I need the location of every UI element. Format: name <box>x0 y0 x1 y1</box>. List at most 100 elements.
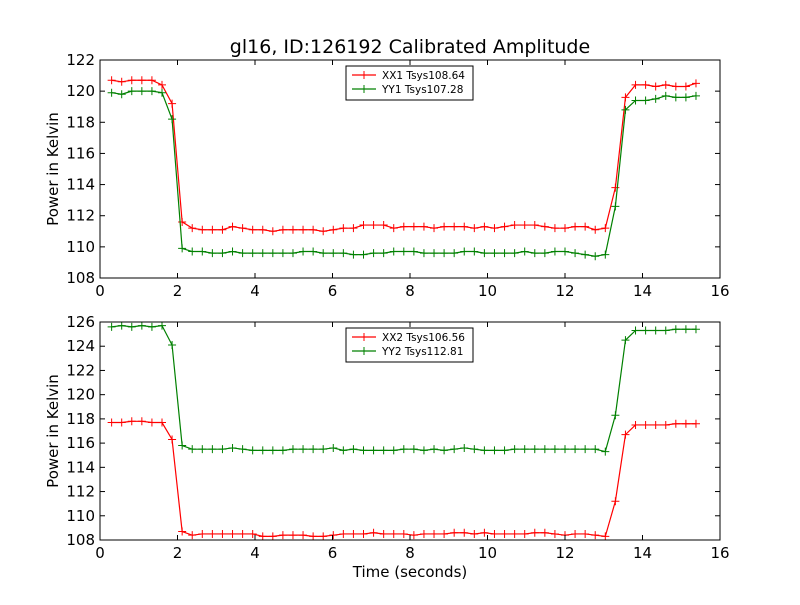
data-point <box>228 529 237 538</box>
data-point <box>389 224 398 233</box>
data-point <box>520 445 529 454</box>
data-point <box>288 225 297 234</box>
data-point <box>218 529 227 538</box>
data-point <box>661 91 670 100</box>
data-point <box>540 528 549 537</box>
plot-area <box>107 76 700 261</box>
data-point <box>581 222 590 231</box>
y-tick-label: 118 <box>66 410 95 428</box>
data-point <box>359 529 368 538</box>
data-point <box>480 446 489 455</box>
data-point <box>258 225 267 234</box>
data-point <box>158 418 166 427</box>
data-point <box>661 420 670 429</box>
data-point <box>127 87 136 96</box>
data-point <box>359 250 368 259</box>
data-point <box>278 446 287 455</box>
data-point <box>460 247 469 256</box>
y-tick-label: 116 <box>66 144 95 162</box>
data-point <box>137 322 146 330</box>
y-tick-label: 108 <box>66 531 95 549</box>
y-tick-label: 116 <box>66 434 95 452</box>
data-point <box>137 76 146 85</box>
data-point <box>691 419 700 428</box>
data-point <box>641 80 650 89</box>
data-point <box>500 222 509 231</box>
data-point <box>117 418 126 427</box>
data-point <box>399 445 408 454</box>
data-point <box>530 249 539 258</box>
data-point <box>107 322 116 331</box>
data-point <box>430 224 439 233</box>
data-point <box>641 326 650 335</box>
data-point <box>339 529 348 538</box>
data-point <box>228 222 237 231</box>
data-point <box>309 532 318 540</box>
data-point <box>661 80 670 89</box>
data-point <box>621 336 630 345</box>
chart-panel-1: 0 2 4 6 8 10 12 14 16 108 110 112 114 116 118 120 122 Pow… <box>44 51 730 300</box>
data-point <box>510 529 519 538</box>
legend-label-2: YY1 Tsys107.28 <box>381 84 463 96</box>
x-tick-label: 16 <box>710 282 729 300</box>
data-point <box>470 529 479 538</box>
data-point <box>591 252 600 261</box>
data-point <box>218 225 227 234</box>
data-point <box>379 249 388 258</box>
data-point <box>339 249 348 258</box>
data-point <box>571 222 580 231</box>
data-point <box>550 445 559 454</box>
data-point <box>440 222 449 231</box>
data-point <box>631 80 640 89</box>
data-point <box>631 420 640 429</box>
data-point <box>369 446 378 455</box>
data-point <box>581 250 590 259</box>
y-tick-label: 108 <box>66 269 95 287</box>
data-point <box>147 322 156 331</box>
data-point <box>369 528 378 537</box>
x-tick-label: 2 <box>173 544 183 562</box>
data-point <box>208 249 217 258</box>
data-point <box>651 94 660 103</box>
data-point <box>379 529 388 538</box>
data-point <box>188 531 197 540</box>
data-point <box>480 222 489 231</box>
data-point <box>691 325 700 334</box>
data-point <box>601 250 610 259</box>
data-point <box>550 529 559 538</box>
data-point <box>268 532 277 540</box>
data-point <box>137 87 146 96</box>
x-tick-label: 6 <box>328 544 338 562</box>
data-point <box>278 225 287 234</box>
data-point <box>611 497 620 506</box>
data-point <box>359 221 368 230</box>
data-point <box>500 249 509 258</box>
data-point <box>601 532 610 540</box>
legend: XX1 Tsys108.64 YY1 Tsys107.28 <box>345 65 474 101</box>
data-point <box>520 529 529 538</box>
data-point <box>349 529 358 538</box>
y-tick-label: 114 <box>66 176 95 194</box>
x-tick-label: 14 <box>633 544 652 562</box>
data-point <box>339 224 348 233</box>
x-tick-label: 12 <box>555 282 574 300</box>
data-point <box>168 115 177 124</box>
x-tick-label: 2 <box>173 282 183 300</box>
y-tick-label: 118 <box>66 113 95 131</box>
data-point <box>409 247 418 256</box>
data-point <box>168 341 177 350</box>
data-point <box>409 222 418 231</box>
data-point <box>319 227 328 236</box>
data-point <box>309 247 318 256</box>
data-point <box>520 247 529 256</box>
data-point <box>651 82 660 91</box>
data-point <box>268 446 277 455</box>
data-point <box>127 417 136 426</box>
data-point <box>681 93 690 102</box>
data-point <box>299 445 308 454</box>
data-point <box>561 445 569 454</box>
data-point <box>540 445 549 454</box>
data-point <box>178 217 187 226</box>
